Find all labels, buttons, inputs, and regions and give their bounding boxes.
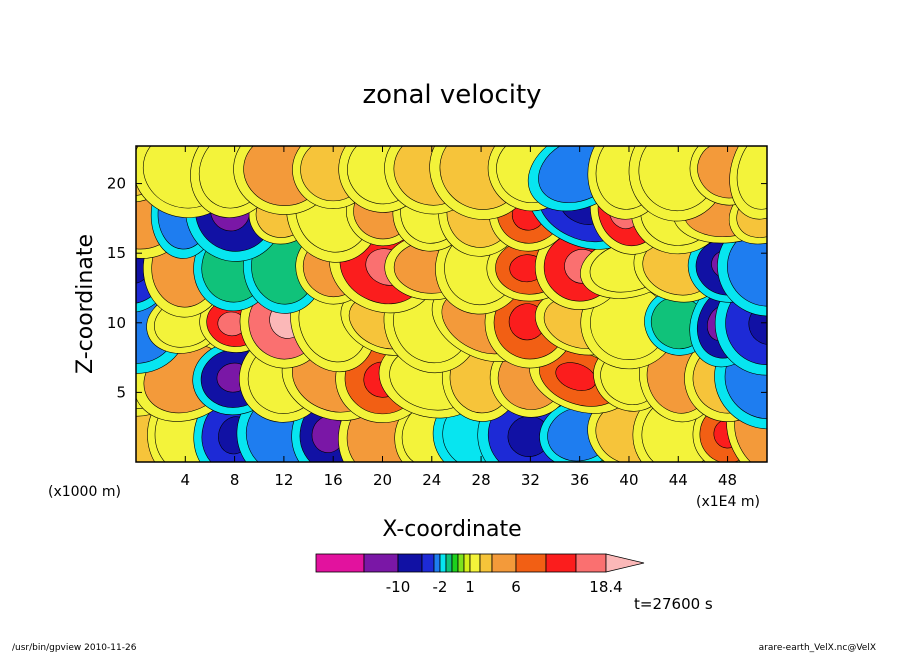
x-tick-label: 12 [274,471,293,489]
colorbar-bin [469,553,481,573]
colorbar-extension [605,553,645,573]
colorbar-labels: -10 -2 1 6 18.4 [386,578,623,596]
y-tick-label: 15 [107,244,126,262]
plot-frame [135,145,768,463]
colorbar-bin [457,553,465,573]
colorbar-bin [439,553,447,573]
colorbar [315,553,645,573]
time-annotation: t=27600 s [634,595,713,613]
colorbar-bin [451,553,459,573]
x-axis-label: X-coordinate [382,517,521,542]
colorbar-bin [491,553,517,573]
colorbar-label: 18.4 [589,578,622,596]
x-tick-label: 28 [472,471,491,489]
colorbar-bin [515,553,547,573]
x-tick-label: 40 [619,471,638,489]
colorbar-bin [363,553,399,573]
colorbar-bin [421,553,435,573]
x-axis: 4 8 12 16 20 24 28 32 36 40 44 48 [181,146,737,489]
colorbar-bin [545,553,577,573]
y-tick-label: 20 [107,175,126,193]
y-axis: 5 10 15 20 [107,175,767,401]
x-tick-label: 20 [373,471,392,489]
plot-area [136,146,767,462]
x-unit-left: (x1000 m) [48,484,121,500]
x-tick-label: 36 [570,471,589,489]
x-tick-label: 32 [521,471,540,489]
y-tick-label: 10 [107,314,126,332]
colorbar-bin [463,553,471,573]
footer-variable: arare-earth_VelX.nc@VelX [759,643,876,653]
y-tick-label: 5 [116,383,126,401]
colorbar-label: -2 [433,578,448,596]
x-tick-label: 16 [324,471,343,489]
colorbar-label: -10 [386,578,411,596]
y-axis-label: Z-coordinate [73,234,98,374]
x-tick-label: 8 [230,471,240,489]
colorbar-bin [397,553,423,573]
x-tick-label: 48 [718,471,737,489]
x-unit-right: (x1E4 m) [696,494,760,510]
footer-program: /usr/bin/gpview 2010-11-26 [12,643,137,653]
colorbar-label: 1 [465,578,475,596]
x-tick-label: 24 [422,471,441,489]
chart-title: zonal velocity [362,80,541,110]
colorbar-bin [575,553,607,573]
colorbar-bin [445,553,453,573]
x-tick-label: 44 [669,471,688,489]
colorbar-bin [479,553,493,573]
colorbar-label: 6 [511,578,521,596]
velocity-field [136,146,767,462]
x-tick-label: 4 [181,471,191,489]
colorbar-bin [433,553,441,573]
colorbar-bin [315,553,365,573]
